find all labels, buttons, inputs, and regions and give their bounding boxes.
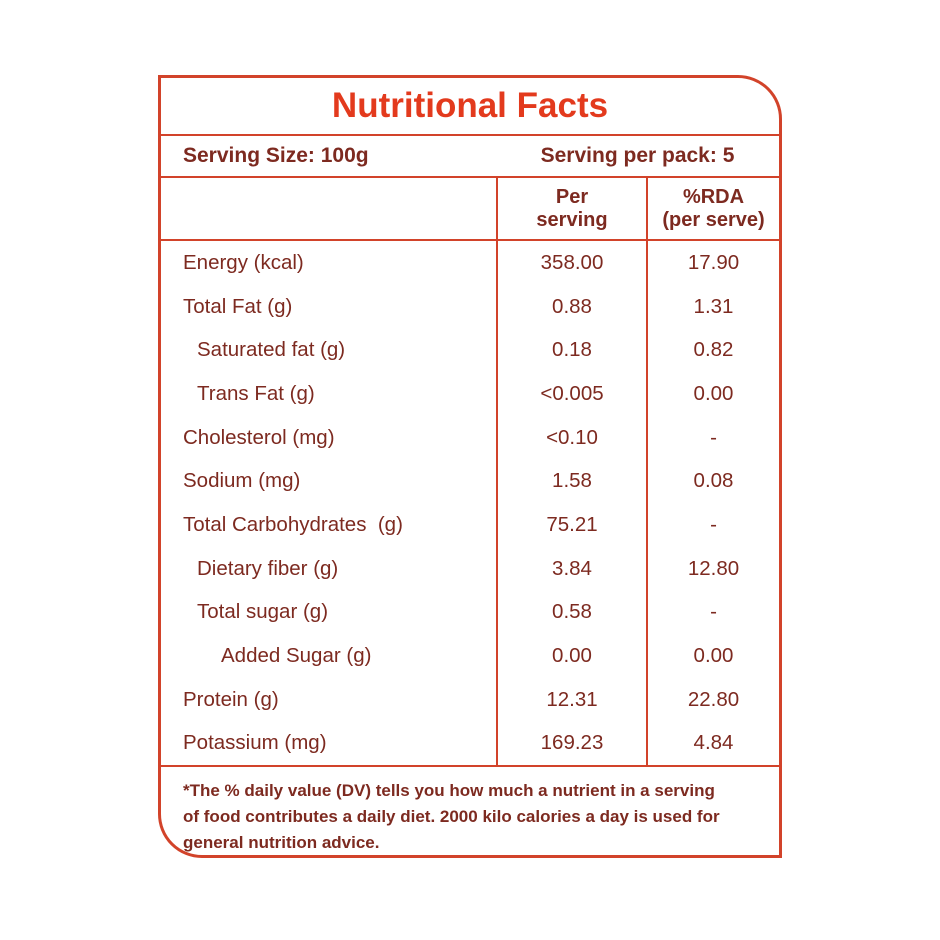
nutrient-label: Trans Fat (g) (197, 381, 315, 405)
row-energy: Energy (kcal) 358.00 17.90 (161, 241, 779, 285)
row-sodium: Sodium (mg) 1.58 0.08 (161, 459, 779, 504)
column-header-nutrient (161, 178, 496, 239)
rda-value: - (710, 512, 717, 536)
rda-value: 0.00 (693, 643, 734, 667)
per-serving-value: 0.88 (496, 284, 648, 329)
row-added-sugar: Added Sugar (g) 0.00 0.00 (161, 634, 779, 678)
rda-value: - (710, 425, 717, 449)
per-serving-value: 0.18 (496, 328, 648, 373)
per-serving-value: 0.58 (496, 590, 648, 635)
nutrient-label: Potassium (mg) (183, 731, 327, 755)
row-total-fat: Total Fat (g) 0.88 1.31 (161, 284, 779, 329)
row-trans-fat: Trans Fat (g) <0.005 0.00 (161, 372, 779, 416)
per-serving-value: <0.10 (496, 415, 648, 460)
rda-header-line2: (per serve) (662, 208, 765, 231)
column-header-rda: %RDA (per serve) (648, 178, 779, 239)
row-total-carbohydrates: Total Carbohydrates (g) 75.21 - (161, 503, 779, 547)
nutrient-label: Protein (g) (183, 687, 279, 711)
rda-value: 17.90 (687, 250, 740, 274)
column-header-per-serving: Per serving (496, 178, 648, 239)
nutrient-label: Total Carbohydrates (g) (183, 512, 403, 536)
nutrient-label: Added Sugar (g) (221, 643, 372, 667)
rda-value: 12.80 (687, 556, 740, 580)
label-title: Nutritional Facts (331, 86, 609, 125)
per-serving-value: <0.005 (496, 372, 648, 416)
rda-value: 0.00 (693, 381, 734, 405)
nutrient-label: Cholesterol (mg) (183, 425, 335, 449)
serving-info-row: Serving Size: 100g Serving per pack: 5 (161, 136, 779, 178)
per-serving-value: 75.21 (496, 503, 648, 547)
nutrition-label: Nutritional Facts Serving Size: 100g Ser… (158, 75, 782, 858)
daily-value-footnote: *The % daily value (DV) tells you how mu… (161, 765, 779, 855)
rda-value: 4.84 (693, 731, 734, 755)
footnote-line: of food contributes a daily diet. 2000 k… (183, 807, 720, 826)
per-serving-value: 169.23 (496, 721, 648, 766)
nutrient-label: Energy (kcal) (183, 250, 304, 274)
per-serving-value: 0.00 (496, 634, 648, 678)
nutrient-label: Dietary fiber (g) (197, 556, 339, 580)
nutrient-label: Sodium (mg) (183, 469, 301, 493)
row-potassium: Potassium (mg) 169.23 4.84 (161, 721, 779, 766)
row-cholesterol: Cholesterol (mg) <0.10 - (161, 415, 779, 460)
rda-value: 0.08 (693, 469, 734, 493)
per-serving-header-line1: Per (555, 186, 589, 209)
nutrient-label: Total Fat (g) (183, 294, 293, 318)
per-serving-header-line2: serving (536, 208, 608, 231)
serving-size-text: Serving Size: 100g (183, 144, 369, 167)
serving-per-pack-text: Serving per pack: 5 (540, 144, 735, 167)
per-serving-value: 358.00 (496, 241, 648, 285)
rda-value: 0.82 (693, 338, 734, 362)
row-total-sugar: Total sugar (g) 0.58 - (161, 590, 779, 635)
footnote-line: *The % daily value (DV) tells you how mu… (183, 781, 715, 800)
row-dietary-fiber: Dietary fiber (g) 3.84 12.80 (161, 546, 779, 591)
rda-value: 22.80 (687, 687, 740, 711)
title-band: Nutritional Facts (161, 78, 779, 136)
nutrient-table-body: Energy (kcal) 358.00 17.90 Total Fat (g)… (161, 241, 779, 766)
nutrient-label: Total sugar (g) (197, 600, 329, 624)
per-serving-value: 1.58 (496, 459, 648, 504)
per-serving-value: 3.84 (496, 546, 648, 591)
rda-value: 1.31 (693, 294, 734, 318)
per-serving-value: 12.31 (496, 677, 648, 722)
nutrient-label: Saturated fat (g) (197, 338, 346, 362)
footnote-line: general nutrition advice. (183, 833, 380, 852)
row-protein: Protein (g) 12.31 22.80 (161, 677, 779, 722)
rda-header-line1: %RDA (682, 186, 745, 209)
table-header-row: Per serving %RDA (per serve) (161, 178, 779, 241)
rda-value: - (710, 600, 717, 624)
row-saturated-fat: Saturated fat (g) 0.18 0.82 (161, 328, 779, 373)
